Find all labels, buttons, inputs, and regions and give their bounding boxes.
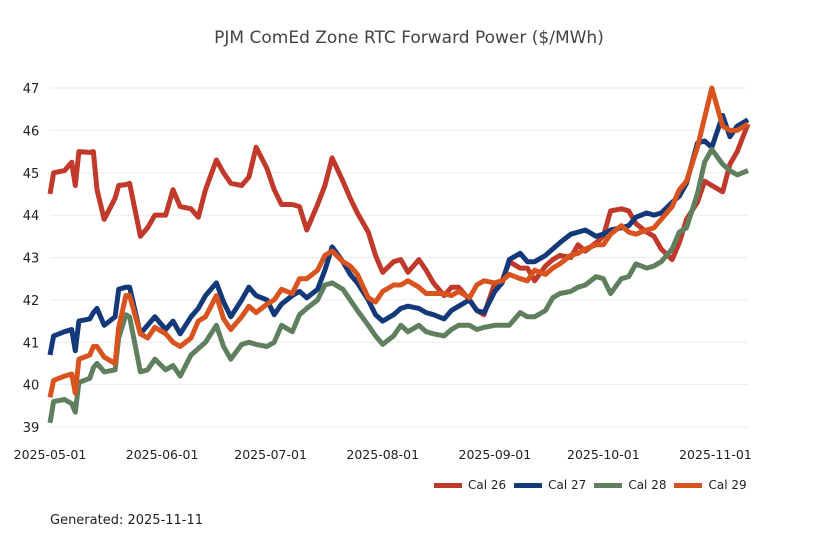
- legend-item-cal-29[interactable]: Cal 29: [674, 478, 747, 492]
- legend-label: Cal 27: [548, 478, 587, 492]
- y-tick-label: 39: [23, 421, 40, 436]
- legend-swatch: [434, 482, 462, 488]
- generated-date: Generated: 2025-11-11: [50, 513, 204, 528]
- legend-swatch: [594, 482, 623, 488]
- y-tick-label: 44: [23, 209, 40, 224]
- legend-label: Cal 29: [708, 478, 747, 492]
- y-tick-label: 43: [23, 252, 40, 267]
- x-axis-ticks: 2025-05-01 2025-06-01 2025-07-01 2025-08-01…: [14, 447, 752, 462]
- series-line-cal-29: [47, 85, 750, 398]
- y-tick-label: 46: [23, 124, 40, 139]
- x-tick-label: 2025-11-01: [679, 447, 752, 462]
- y-axis-ticks: 39 40 41 42 43 44 45 46 47: [23, 82, 40, 436]
- series-line-cal-28: [47, 146, 749, 424]
- legend: Cal 26 Cal 27 Cal 28 Cal 29: [434, 478, 755, 492]
- x-tick-label: 2025-05-01: [14, 447, 87, 462]
- x-tick-label: 2025-10-01: [567, 447, 640, 462]
- y-tick-label: 41: [23, 336, 40, 351]
- legend-item-cal-28[interactable]: Cal 28: [594, 478, 666, 492]
- legend-label: Cal 28: [628, 478, 667, 492]
- legend-swatch: [674, 482, 703, 488]
- gridlines: [50, 87, 748, 428]
- x-tick-label: 2025-06-01: [126, 447, 199, 462]
- series-line-cal-26: [47, 123, 751, 318]
- y-tick-label: 47: [23, 82, 40, 97]
- legend-item-cal-27[interactable]: Cal 27: [514, 478, 586, 492]
- x-tick-label: 2025-07-01: [234, 447, 307, 462]
- y-tick-label: 45: [23, 167, 40, 182]
- y-tick-label: 40: [23, 379, 40, 394]
- series-lines: [47, 85, 751, 424]
- legend-swatch: [514, 482, 543, 488]
- chart-title: PJM ComEd Zone RTC Forward Power ($/MWh): [214, 28, 604, 48]
- y-tick-label: 42: [23, 294, 40, 309]
- series-line-cal-27: [47, 113, 750, 356]
- legend-label: Cal 26: [468, 478, 507, 492]
- x-tick-label: 2025-09-01: [459, 447, 532, 462]
- legend-item-cal-26[interactable]: Cal 26: [434, 478, 506, 492]
- x-tick-label: 2025-08-01: [346, 447, 419, 462]
